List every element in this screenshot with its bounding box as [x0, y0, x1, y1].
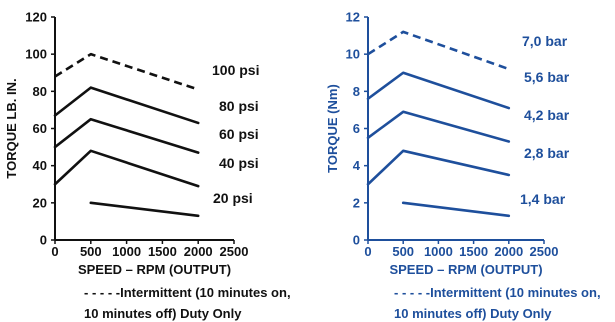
- series-line-3: [53, 117, 200, 154]
- x-tick-label: 1500: [148, 244, 177, 259]
- y-tick-label: 120: [25, 10, 47, 25]
- series-line-2: [53, 86, 200, 125]
- y-tick-label: 10: [346, 47, 360, 62]
- x-tick-label: 1000: [424, 244, 453, 259]
- series-line-1: [54, 52, 199, 91]
- y-tick-label: 4: [353, 158, 361, 173]
- series-label-4: 2,8 bar: [524, 145, 570, 161]
- series-line-1: [367, 30, 510, 71]
- series-label-2: 5,6 bar: [524, 69, 570, 85]
- x-tick-label: 2500: [220, 244, 249, 259]
- y-tick-label: 60: [33, 121, 47, 136]
- x-tick-label: 1000: [112, 244, 141, 259]
- y-tick-label: 0: [40, 233, 47, 248]
- series-label-5: 1,4 bar: [520, 191, 566, 207]
- series-label-1: 100 psi: [212, 62, 259, 78]
- y-tick-label: 0: [353, 233, 360, 248]
- x-tick-label: 0: [51, 244, 58, 259]
- y-tick-label: 2: [353, 195, 360, 210]
- x-tick-label: 1500: [459, 244, 488, 259]
- x-axis-title: SPEED – RPM (OUTPUT): [389, 262, 542, 277]
- duty-note-line-2: 10 minutes off) Duty Only: [84, 306, 242, 321]
- y-tick-label: 20: [33, 195, 47, 210]
- series-line-4: [53, 149, 200, 188]
- series-label-2: 80 psi: [219, 98, 259, 114]
- chart-panel-2: 0 2 4 6 8 10 12 0 500 1000 1500 2000 2500 TORQUE (Nm)…: [325, 10, 601, 322]
- duty-note-line-2: 10 minutes off) Duty Only: [394, 306, 552, 321]
- y-axis-title: TORQUE (Nm): [325, 84, 340, 173]
- series-label-3: 4,2 bar: [524, 107, 570, 123]
- series-line-5: [89, 201, 200, 218]
- series-label-5: 20 psi: [213, 190, 253, 206]
- x-tick-label: 0: [364, 244, 371, 259]
- series-label-3: 60 psi: [219, 126, 259, 142]
- y-tick-label: 40: [33, 158, 47, 173]
- y-tick-label: 80: [33, 84, 47, 99]
- duty-note-line-1: - - - - -Intermittent (10 minutes on,: [394, 285, 601, 300]
- x-axis-title: SPEED – RPM (OUTPUT): [78, 262, 231, 277]
- x-tick-label: 500: [392, 244, 414, 259]
- series-line-3: [366, 110, 511, 143]
- series-label-4: 40 psi: [219, 155, 259, 171]
- duty-note-line-1: - - - - -Intermittent (10 minutes on,: [84, 285, 291, 300]
- series-line-4: [366, 149, 511, 186]
- y-tick-label: 6: [353, 121, 360, 136]
- x-tick-label: 2000: [494, 244, 523, 259]
- series-line-5: [401, 201, 511, 218]
- x-tick-label: 2500: [530, 244, 559, 259]
- y-tick-label: 8: [353, 84, 360, 99]
- series-line-2: [366, 71, 511, 110]
- x-tick-label: 500: [80, 244, 102, 259]
- series-label-1: 7,0 bar: [522, 33, 568, 49]
- y-tick-label: 100: [25, 47, 47, 62]
- x-tick-label: 2000: [184, 244, 213, 259]
- y-axis-title: TORQUE LB. IN.: [4, 78, 19, 178]
- chart-panel-1: 0 20 40 60 80 100 120 0 500 1000 1500 2000 2500 TORQU…: [4, 10, 291, 322]
- y-tick-label: 12: [346, 10, 360, 25]
